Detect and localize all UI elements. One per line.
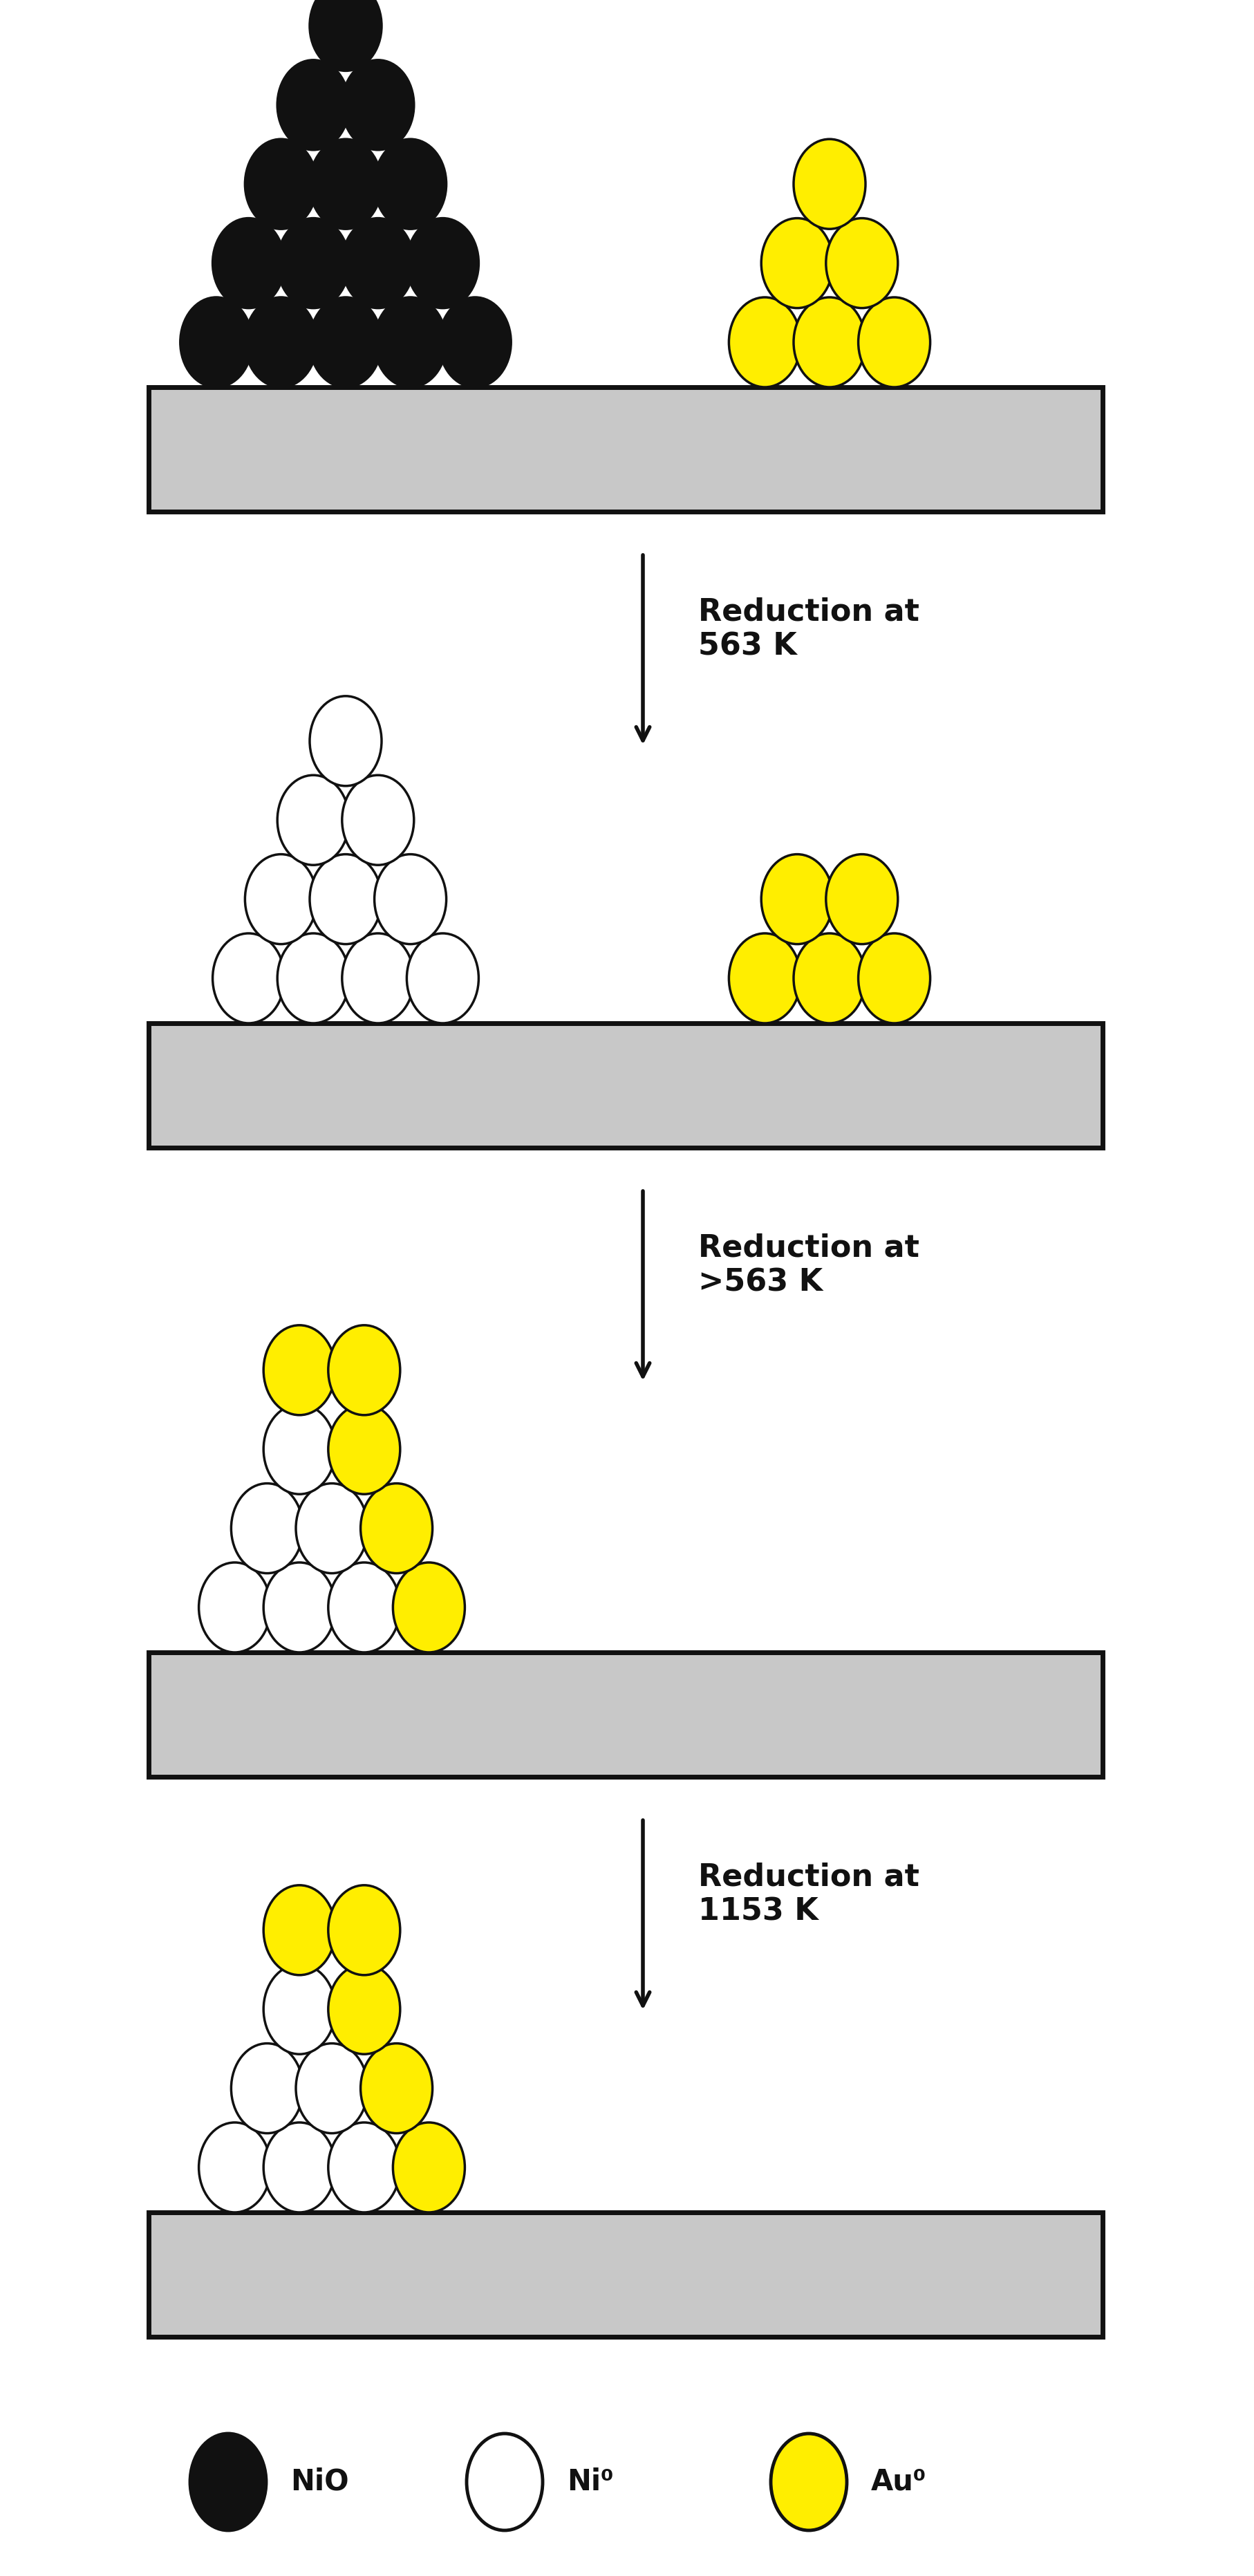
Ellipse shape [231,1484,303,1574]
Ellipse shape [360,2043,433,2133]
Ellipse shape [342,219,414,309]
Ellipse shape [329,1324,400,1414]
Text: Reduction at
>563 K: Reduction at >563 K [697,1234,919,1298]
Ellipse shape [329,1886,400,1976]
Ellipse shape [360,1484,433,1574]
Text: Ni⁰: Ni⁰ [567,2468,613,2496]
Ellipse shape [329,2123,400,2213]
Ellipse shape [329,1404,400,1494]
Ellipse shape [406,933,478,1023]
Ellipse shape [825,219,898,309]
Ellipse shape [329,1965,400,2053]
Ellipse shape [374,296,446,386]
Ellipse shape [439,296,510,386]
Ellipse shape [263,1886,335,1976]
Ellipse shape [310,0,381,70]
Ellipse shape [191,2434,266,2530]
Ellipse shape [342,933,414,1023]
Ellipse shape [770,2434,846,2530]
Ellipse shape [329,1564,400,1651]
Ellipse shape [342,775,414,866]
Ellipse shape [466,2434,543,2530]
Ellipse shape [310,296,381,386]
Bar [148,1651,1102,1777]
Text: NiO: NiO [290,2468,349,2496]
Bar [148,386,1102,513]
Ellipse shape [406,219,478,309]
Ellipse shape [374,139,446,229]
Ellipse shape [263,1404,335,1494]
Ellipse shape [245,296,317,386]
Ellipse shape [825,855,898,945]
Ellipse shape [729,296,800,386]
Ellipse shape [231,2043,303,2133]
Ellipse shape [263,1564,335,1651]
Bar [148,2213,1102,2336]
Ellipse shape [245,139,317,229]
Ellipse shape [374,855,446,945]
Ellipse shape [310,139,381,229]
Ellipse shape [263,1965,335,2053]
Ellipse shape [342,59,414,149]
Ellipse shape [263,2123,335,2213]
Ellipse shape [277,59,349,149]
Ellipse shape [858,296,929,386]
Ellipse shape [263,1324,335,1414]
Ellipse shape [181,296,252,386]
Ellipse shape [761,855,833,945]
Ellipse shape [393,1564,464,1651]
Ellipse shape [212,219,285,309]
Ellipse shape [277,933,349,1023]
Text: Au⁰: Au⁰ [870,2468,925,2496]
Ellipse shape [761,219,833,309]
Ellipse shape [310,855,381,945]
Ellipse shape [296,2043,367,2133]
Text: Reduction at
1153 K: Reduction at 1153 K [697,1862,919,1927]
Bar [148,1023,1102,1149]
Ellipse shape [296,1484,367,1574]
Ellipse shape [277,775,349,866]
Ellipse shape [245,855,317,945]
Ellipse shape [858,933,929,1023]
Ellipse shape [198,1564,271,1651]
Ellipse shape [212,933,285,1023]
Ellipse shape [198,2123,271,2213]
Ellipse shape [794,139,865,229]
Ellipse shape [393,2123,464,2213]
Ellipse shape [277,219,349,309]
Text: Reduction at
563 K: Reduction at 563 K [697,598,919,662]
Ellipse shape [729,933,800,1023]
Ellipse shape [794,933,865,1023]
Ellipse shape [310,696,381,786]
Ellipse shape [794,296,865,386]
